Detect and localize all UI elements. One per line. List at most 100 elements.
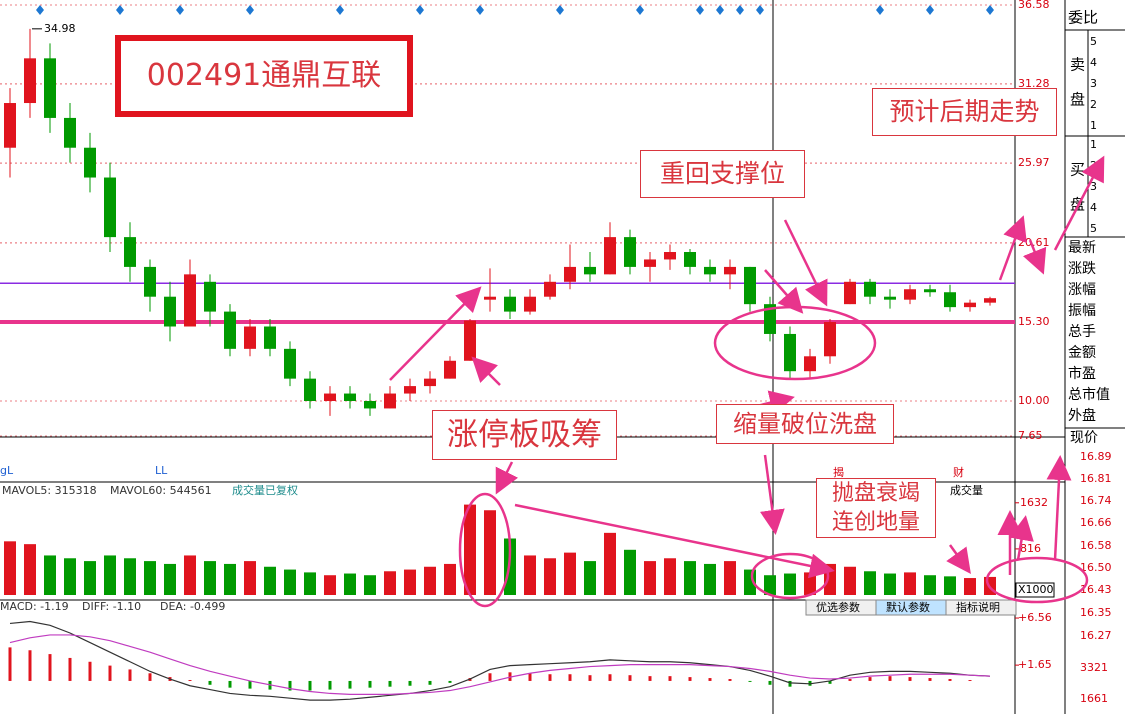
- annotation-line: 连创地量: [831, 510, 920, 535]
- volume-bar: [304, 572, 316, 595]
- field-label: 总市值: [1068, 386, 1110, 403]
- candle-body: [404, 386, 416, 394]
- volume-bar: [84, 561, 96, 595]
- candle-body: [924, 289, 936, 293]
- y-tick-label: 15.30: [1018, 315, 1050, 328]
- button-label: 默认参数: [886, 600, 930, 614]
- indicator-label: LL: [155, 464, 168, 477]
- volume-bar: [604, 532, 616, 595]
- candle-body: [344, 393, 356, 401]
- candle-body: [684, 252, 696, 267]
- volume-bar: [764, 575, 776, 595]
- level: 3: [1090, 180, 1097, 193]
- ladder-label: 16.27: [1080, 629, 1112, 642]
- stock-label: 002491通鼎互联: [115, 35, 413, 117]
- ladder-label: 16.89: [1080, 450, 1112, 463]
- panel-label: 现价: [1070, 430, 1098, 446]
- candle-body: [724, 266, 736, 275]
- level: 4: [1090, 56, 1097, 69]
- candle-body: [784, 333, 796, 372]
- volume-bar: [324, 575, 336, 595]
- field-label: 振幅: [1068, 303, 1096, 319]
- candle-body: [824, 322, 836, 357]
- volume-bar: [64, 558, 76, 595]
- ladder-label: 16.66: [1080, 516, 1112, 529]
- event-marker: [926, 5, 934, 15]
- unit-label: X1000: [1018, 583, 1054, 596]
- volume-bar: [284, 569, 296, 595]
- candle-body: [484, 296, 496, 300]
- level: 3: [1090, 77, 1097, 90]
- candle-body: [464, 320, 476, 361]
- volume-bar: [364, 575, 376, 595]
- candle-body: [544, 281, 556, 297]
- event-marker: [336, 5, 344, 15]
- event-marker: [476, 5, 484, 15]
- volume-bar: [704, 563, 716, 595]
- candle-body: [504, 296, 516, 312]
- annotation-line: 抛盘衰竭: [831, 481, 920, 506]
- candle-body: [84, 147, 96, 178]
- volume-bar: [104, 555, 116, 595]
- candle-body: [184, 274, 196, 327]
- volume-bar: [424, 566, 436, 595]
- volume-bar: [144, 561, 156, 595]
- button[interactable]: [945, 599, 1017, 616]
- field-label: 最新: [1068, 240, 1096, 256]
- button-label: 指标说明: [956, 600, 1000, 614]
- candle-body: [984, 298, 996, 303]
- selector: 成交量: [950, 483, 983, 497]
- volume-bar: [4, 541, 16, 595]
- candle-body: [604, 237, 616, 275]
- annotation: 重回支撑位: [640, 150, 805, 198]
- macd-line: [9, 620, 991, 701]
- panel-label: 委比: [1068, 9, 1098, 27]
- volume-bar: [524, 555, 536, 595]
- y-tick-label: 25.97: [1018, 156, 1050, 169]
- candle-body: [44, 58, 56, 118]
- ladder-label: 16.50: [1080, 561, 1112, 574]
- legend-entry: DIFF: -1.10: [82, 600, 141, 613]
- event-marker: [636, 5, 644, 15]
- volume-bar: [684, 561, 696, 595]
- annotation: 缩量破位洗盘: [716, 404, 894, 444]
- volume-bar: [624, 549, 636, 595]
- field-label: 涨幅: [1068, 282, 1096, 298]
- ladder-label: 3321: [1080, 661, 1108, 674]
- y-tick-label: 1632: [1020, 496, 1048, 509]
- ladder-label: 16.74: [1080, 494, 1112, 507]
- event-marker: [556, 5, 564, 15]
- candle-body: [644, 259, 656, 267]
- event-marker: [696, 5, 704, 15]
- candle-body: [124, 237, 136, 267]
- volume-bar: [184, 555, 196, 595]
- volume-bar: [644, 561, 656, 595]
- candle-body: [144, 266, 156, 297]
- volume-bar: [484, 510, 496, 595]
- ladder-label: 16.81: [1080, 472, 1112, 485]
- legend-entry: 成交量已复权: [232, 483, 298, 497]
- volume-bar: [944, 576, 956, 595]
- candle-body: [324, 393, 336, 401]
- annotation: 涨停板吸筹: [432, 410, 617, 460]
- y-tick-label: 816: [1020, 542, 1041, 555]
- event-marker: [986, 5, 994, 15]
- volume-bar: [44, 555, 56, 595]
- volume-bar: [204, 561, 216, 595]
- candle-body: [844, 281, 856, 305]
- candle-body: [104, 177, 116, 238]
- legend-entry: DEA: -0.499: [160, 600, 225, 613]
- unit-box: [1015, 582, 1055, 598]
- legend-entry: MACD: -1.19: [0, 600, 69, 613]
- annotation: 预计后期走势: [872, 88, 1057, 136]
- volume-bar: [724, 561, 736, 595]
- volume-bar: [164, 563, 176, 595]
- volume-bar: [864, 571, 876, 595]
- y-tick-label: 7.65: [1018, 429, 1043, 442]
- candle-body: [964, 302, 976, 308]
- candle-body: [64, 117, 76, 148]
- volume-bar: [224, 563, 236, 595]
- panel-label: 卖: [1070, 56, 1085, 74]
